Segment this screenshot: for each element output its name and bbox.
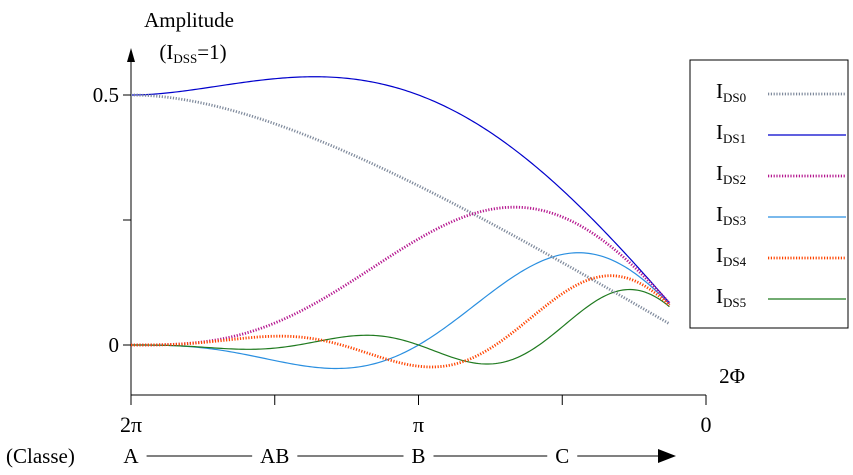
class-arrow-head (658, 449, 676, 463)
series-line-ds2 (131, 205, 671, 347)
legend-label-ds2: IDS2 (716, 161, 746, 187)
legend: IDS0 IDS1 IDS2 IDS3 IDS4 IDS5 (689, 59, 849, 329)
y-axis-title: Amplitude (144, 8, 234, 32)
series-line-ds1 (130, 76, 670, 304)
class-label-a: A (123, 444, 139, 468)
x-tick-label: 0 (701, 412, 712, 437)
y-tick-label: 0 (109, 333, 120, 357)
y-tick-label: 0.5 (93, 83, 119, 107)
x-tick-label: 2π (120, 412, 142, 437)
x-axis-title: 2Φ (719, 364, 745, 388)
y-ticks: 0.50 (93, 83, 131, 357)
series-line-ds3 (131, 252, 670, 370)
x-tick-label: π (413, 412, 424, 437)
class-label-c: C (555, 444, 569, 468)
classes-row: (Classe) A AB B C (6, 444, 676, 468)
x-ticks: 2π π 0 (120, 395, 712, 437)
classes-label: (Classe) (6, 444, 75, 468)
class-label-ab: AB (260, 444, 289, 468)
series-line-ds4 (131, 274, 671, 369)
series-line-ds0 (130, 93, 671, 326)
legend-label-ds1: IDS1 (716, 120, 746, 146)
legend-label-ds3: IDS3 (716, 202, 746, 228)
legend-box (689, 59, 849, 329)
series-line-ds5 (131, 288, 670, 365)
legend-label-ds4: IDS4 (716, 243, 747, 269)
y-axis-arrow (127, 48, 135, 62)
y-axis-subtitle: (IDSS=1) (159, 40, 226, 66)
series-lines (130, 76, 671, 370)
legend-label-ds0: IDS0 (716, 79, 746, 105)
legend-label-ds5: IDS5 (716, 284, 746, 310)
class-label-b: B (411, 444, 425, 468)
